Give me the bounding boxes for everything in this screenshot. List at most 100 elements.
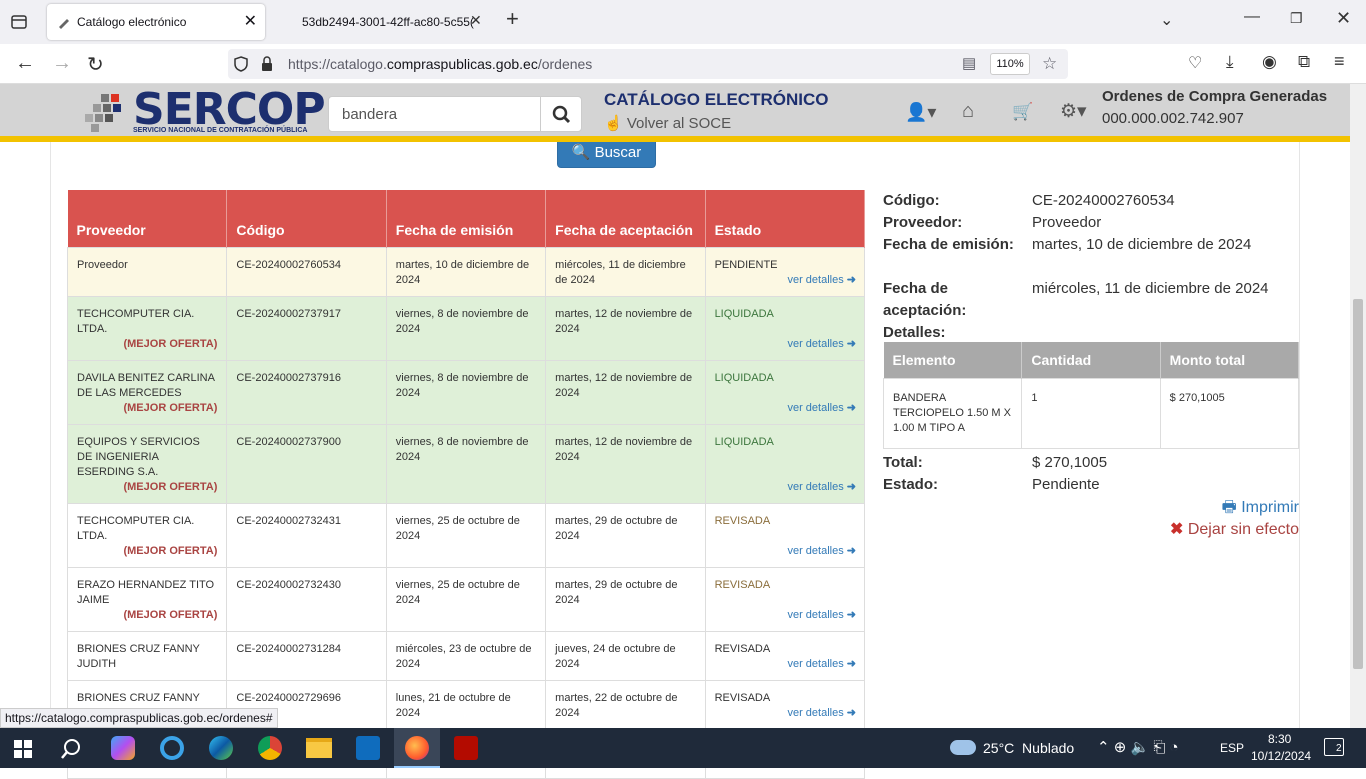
provider-cell: DAVILA BENITEZ CARLINA DE LAS MERCEDES (M…	[66, 359, 228, 425]
start-button[interactable]	[14, 740, 32, 758]
tab[interactable]: 53db2494-3001-42ff-ac80-5c55(	[272, 4, 482, 40]
scrollbar[interactable]	[1350, 84, 1366, 728]
tray-icons[interactable]: ⌃ ⊕ 🔈 ⎗ ◔	[1097, 739, 1179, 756]
home-icon[interactable]: ⌂	[962, 100, 975, 122]
order-row: BRIONES CRUZ FANNY JUDITH CE-202400027312…	[66, 630, 866, 681]
details-link-text: ver detalles	[787, 706, 844, 719]
detail-value: Proveedor	[1032, 214, 1102, 231]
language[interactable]: ESP	[1220, 741, 1245, 755]
details-link[interactable]: ver detalles ➜	[787, 706, 856, 721]
tab-close[interactable]: ✕	[470, 12, 482, 28]
tab-menu[interactable]: ⌄	[1160, 12, 1174, 29]
firefox-icon	[405, 736, 429, 760]
accept-date: miércoles, 11 de diciembre de 2024	[555, 258, 686, 286]
items-header-row: Elemento Cantidad Monto total	[883, 342, 1300, 378]
url-bar[interactable]: https://catalogo.compraspublicas.gob.ec/…	[228, 49, 1068, 79]
order-status: REVISADA	[714, 578, 771, 591]
detail-value: martes, 10 de diciembre de 2024	[1032, 236, 1252, 253]
outlook-icon[interactable]	[356, 736, 380, 760]
item-text: $ 270,1005	[1169, 391, 1225, 404]
taskbar: 25°C Nublado ⌃ ⊕ 🔈 ⎗ ◔ ESP 8:30 10/12/20…	[0, 728, 1366, 768]
ie-icon[interactable]	[160, 736, 184, 760]
void-link[interactable]: ✖ Dejar sin efecto	[1170, 519, 1299, 539]
tab-title: 53db2494-3001-42ff-ac80-5c55(	[302, 15, 474, 29]
details-link-text: ver detalles	[787, 401, 844, 414]
details-link[interactable]: ver detalles ➜	[787, 273, 856, 288]
chrome-icon[interactable]	[258, 736, 282, 760]
order-status: REVISADA	[714, 514, 771, 527]
details-link[interactable]: ver detalles ➜	[787, 657, 856, 672]
void-icon: ✖	[1169, 521, 1184, 538]
order-row: ERAZO HERNANDEZ TITO JAIME (MEJOR OFERTA)…	[66, 566, 866, 632]
minimize[interactable]: —	[1244, 8, 1260, 25]
tab[interactable]: Catálogo electrónico ✕	[47, 4, 265, 40]
cart-icon[interactable]: 🛒	[1012, 102, 1034, 121]
accept-date: martes, 29 de octubre de 2024	[555, 578, 678, 606]
copilot-icon[interactable]	[111, 736, 135, 760]
notification-icon[interactable]: 2	[1324, 738, 1344, 756]
reload-button[interactable]: ↻	[87, 54, 104, 76]
restore[interactable]: ❐	[1290, 10, 1303, 26]
weather-text[interactable]: 25°C Nublado	[983, 740, 1075, 756]
order-code: CE-20240002731284	[236, 642, 341, 655]
clock-time[interactable]: 8:30	[1268, 732, 1292, 746]
details-link[interactable]: ver detalles ➜	[787, 337, 856, 352]
logo-mark	[85, 94, 121, 132]
tab-favicon	[59, 19, 69, 29]
url-domain: compraspublicas.gob.ec	[386, 56, 538, 72]
print-link-text: Imprimir	[1241, 499, 1299, 516]
zoom-level[interactable]: 110%	[990, 53, 1030, 75]
items-body: BANDERA TERCIOPELO 1.50 M X 1.00 M TIPO …	[882, 377, 1300, 449]
accept-date: martes, 12 de noviembre de 2024	[555, 435, 693, 463]
details-arrow: ➜	[843, 401, 856, 414]
bookmark-star[interactable]: ☆	[1042, 54, 1058, 73]
issue-date: viernes, 25 de octubre de 2024	[395, 578, 520, 606]
provider-cell: ERAZO HERNANDEZ TITO JAIME (MEJOR OFERTA)	[66, 566, 228, 632]
order-status: REVISADA	[714, 642, 771, 655]
downloads-icon[interactable]: ⤓	[1226, 52, 1234, 71]
clock-date[interactable]: 10/12/2024	[1251, 749, 1312, 763]
settings-menu[interactable]: ⚙▾	[1060, 101, 1087, 122]
logo-subtitle: SERVICIO NACIONAL DE CONTRATACIÓN PÚBLIC…	[133, 127, 308, 134]
scroll-thumb[interactable]	[1353, 299, 1363, 669]
issue-date-cell: viernes, 8 de noviembre de 2024	[385, 359, 547, 425]
detail-label: Fecha de emisión:	[883, 236, 1014, 253]
pocket-icon[interactable]: ♡	[1188, 55, 1203, 72]
item-text: BANDERA TERCIOPELO 1.50 M X 1.00 M TIPO …	[893, 391, 1011, 434]
details-link[interactable]: ver detalles ➜	[787, 608, 856, 623]
close-window[interactable]: ✕	[1336, 8, 1352, 28]
explorer-icon[interactable]	[306, 738, 332, 758]
search-icon-button[interactable]	[540, 97, 582, 131]
details-link-text: ver detalles	[787, 480, 844, 493]
edge-icon[interactable]	[209, 736, 233, 760]
order-code: CE-20240002737900	[236, 435, 341, 448]
print-link[interactable]: 🖶 Imprimir	[1221, 499, 1299, 516]
pdf-icon[interactable]	[454, 736, 478, 760]
details-arrow: ➜	[843, 480, 856, 493]
details-link[interactable]: ver detalles ➜	[787, 480, 856, 495]
details-arrow: ➜	[843, 273, 856, 286]
tab-close[interactable]: ✕	[243, 13, 257, 30]
reader-icon[interactable]: ▤	[962, 55, 977, 72]
search-box[interactable]: bandera	[328, 96, 582, 132]
url-path: /ordenes	[537, 56, 593, 72]
tab-title: Catálogo electrónico	[77, 15, 187, 29]
back-button[interactable]: ←	[15, 52, 35, 74]
forward-button[interactable]: →	[52, 52, 72, 74]
extensions-icon[interactable]: ⧉	[1298, 52, 1311, 71]
search-taskbar[interactable]	[60, 737, 84, 761]
firefox-active[interactable]	[394, 728, 440, 768]
order-row: DAVILA BENITEZ CARLINA DE LAS MERCEDES (M…	[66, 359, 866, 425]
code-cell: CE-20240002737900	[226, 423, 387, 504]
back-link[interactable]: ☝ Volver al SOCE	[604, 114, 731, 132]
account-icon[interactable]: ◉	[1262, 52, 1277, 71]
details-link[interactable]: ver detalles ➜	[787, 544, 856, 559]
tab-list-icon[interactable]	[10, 13, 28, 31]
issue-date-cell: viernes, 8 de noviembre de 2024	[385, 423, 547, 504]
menu-icon[interactable]: ≡	[1334, 51, 1345, 71]
details-link[interactable]: ver detalles ➜	[787, 401, 856, 416]
best-offer-badge: (MEJOR OFERTA)	[123, 608, 218, 621]
user-menu[interactable]: 👤▾	[905, 102, 937, 122]
new-tab[interactable]: +	[506, 6, 519, 31]
